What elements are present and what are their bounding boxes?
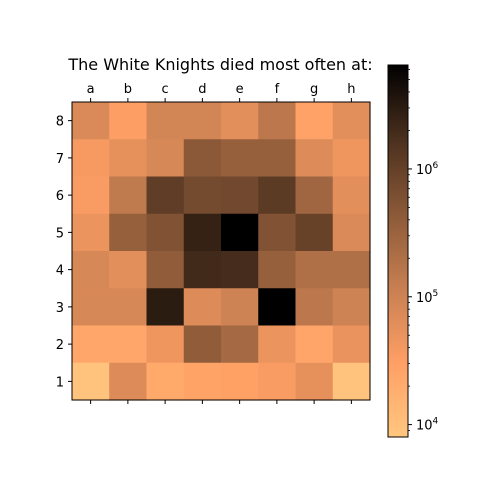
heatmap-cell — [146, 176, 185, 215]
colorbar: 104 105 106 — [387, 64, 439, 438]
heatmap-cell — [183, 325, 222, 364]
heatmap-cell — [295, 288, 334, 327]
heatmap-cell — [295, 362, 334, 401]
heatmap-cell — [258, 251, 297, 289]
heatmap-cell — [72, 362, 110, 401]
y-tick-label: 5 — [56, 226, 64, 241]
heatmap-cell — [258, 325, 297, 364]
y-axis: 8 7 6 5 4 3 2 1 — [56, 115, 72, 390]
x-tick-label: e — [236, 82, 244, 97]
x-tick-label: a — [87, 82, 95, 97]
heatmap-cell — [183, 213, 222, 252]
x-tick-label: f — [275, 82, 280, 97]
heatmap-cell — [258, 288, 297, 327]
heatmap-cell — [146, 251, 185, 289]
heatmap-cell — [258, 102, 297, 140]
heatmap-cell — [109, 176, 148, 215]
heatmap-cell — [72, 251, 110, 289]
heatmap-cell — [146, 213, 185, 252]
heatmap-cell — [332, 288, 371, 327]
heatmap-cell — [109, 325, 148, 364]
heatmap-cell — [183, 139, 222, 178]
heatmap-cell — [258, 362, 297, 401]
heatmap-cell — [332, 102, 371, 140]
heatmap-cell — [258, 139, 297, 178]
heatmap-cell — [183, 176, 222, 215]
heatmap-cell — [295, 213, 334, 252]
heatmap-cell — [146, 362, 185, 401]
heatmap-cell — [146, 325, 185, 364]
heatmap-cell — [332, 176, 371, 215]
heatmap-cell — [295, 325, 334, 364]
x-tick-label: g — [310, 82, 318, 97]
colorbar-tick-label: 105 — [416, 289, 438, 306]
colorbar-ticks: 104 105 106 — [408, 69, 439, 434]
heatmap-cell — [109, 102, 148, 140]
heatmap-cell — [221, 213, 259, 252]
heatmap-cell — [146, 102, 185, 140]
heatmap-cell — [221, 325, 259, 364]
heatmap-cell — [332, 362, 371, 401]
heatmap-cell — [72, 288, 110, 327]
heatmap-cell — [183, 102, 222, 140]
y-tick-label: 8 — [56, 115, 64, 130]
heatmap-cell — [258, 213, 297, 252]
heatmap-cell — [72, 102, 110, 140]
heatmap-cell — [221, 102, 259, 140]
heatmap-cell — [146, 139, 185, 178]
chart-title: The White Knights died most often at: — [67, 55, 372, 74]
heatmap-cell — [109, 213, 148, 252]
heatmap-cell — [332, 139, 371, 178]
heatmap-cell — [109, 288, 148, 327]
heatmap-cell — [72, 176, 110, 215]
heatmap-cell — [332, 251, 371, 289]
heatmap-cell — [109, 362, 148, 401]
y-tick-label: 2 — [56, 338, 64, 353]
heatmap-cell — [72, 213, 110, 252]
heatmap-cell — [183, 288, 222, 327]
colorbar-gradient — [387, 64, 409, 438]
heatmap-cell — [221, 362, 259, 401]
heatmap-cell — [109, 139, 148, 178]
heatmap-cell — [221, 176, 259, 215]
heatmap-cell — [295, 139, 334, 178]
x-tick-label: c — [162, 82, 169, 97]
heatmap-cell — [183, 251, 222, 289]
plot-frame — [71, 101, 371, 401]
heatmap-cell — [221, 139, 259, 178]
colorbar-tick-label: 104 — [416, 417, 439, 434]
heatmap-cell — [295, 251, 334, 289]
y-tick-label: 3 — [56, 301, 64, 316]
heatmap-cell — [332, 213, 371, 252]
x-tick-label: h — [347, 82, 355, 97]
heatmap-cell — [109, 251, 148, 289]
heatmap-cell — [183, 362, 222, 401]
heatmap-cell — [146, 288, 185, 327]
heatmap-cell — [72, 139, 110, 178]
heatmap-cell — [295, 176, 334, 215]
heatmap-cell — [295, 102, 334, 140]
y-tick-label: 6 — [56, 189, 64, 204]
heatmap-cells — [72, 102, 371, 401]
heatmap-cell — [221, 251, 259, 289]
y-tick-label: 7 — [56, 152, 64, 167]
heatmap-cell — [221, 288, 259, 327]
heatmap-cell — [72, 325, 110, 364]
heatmap-cell — [332, 325, 371, 364]
x-axis: a b c d e f g h — [87, 82, 356, 404]
x-tick-label: d — [198, 82, 206, 97]
y-tick-label: 4 — [56, 264, 64, 279]
colorbar-tick-label: 106 — [416, 161, 439, 178]
x-tick-label: b — [124, 82, 132, 97]
heatmap-cell — [258, 176, 297, 215]
y-tick-label: 1 — [56, 375, 64, 390]
